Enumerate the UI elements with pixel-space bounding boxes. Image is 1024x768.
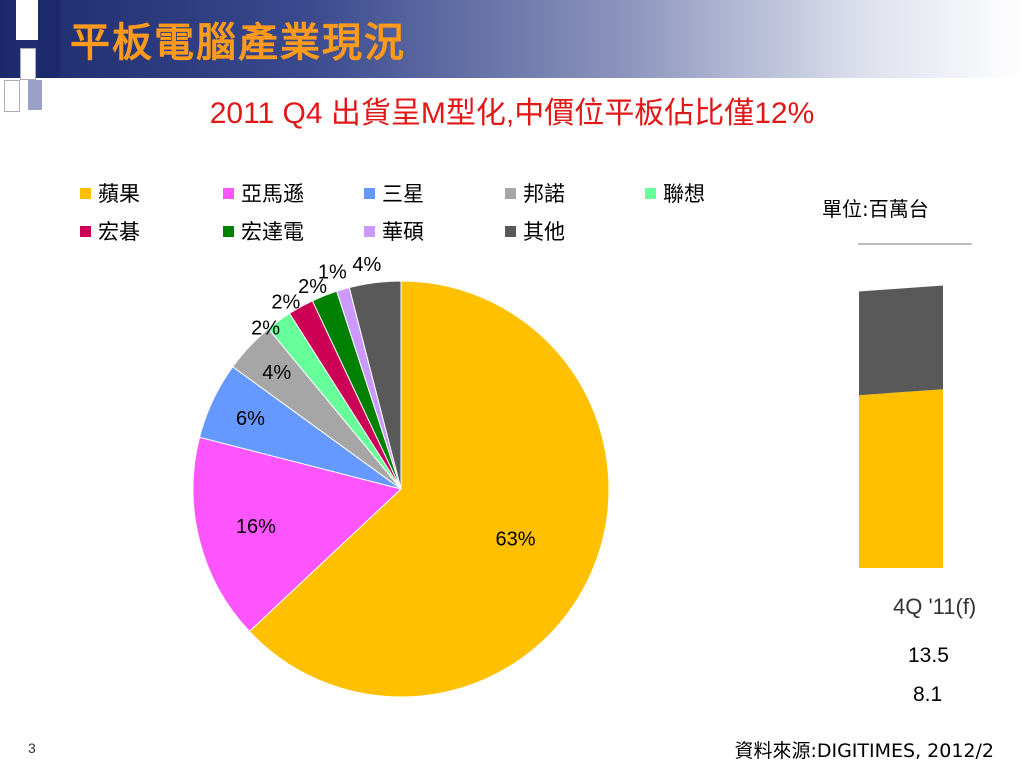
pie-value-label: 16% [236, 516, 276, 538]
title-banner [0, 0, 1024, 78]
pie-slice [248, 280, 610, 698]
source-note: 資料來源:DIGITIMES, 2012/2 [734, 740, 994, 762]
legend-swatch [505, 187, 516, 199]
legend-label: 邦諾 [523, 182, 565, 206]
page-title: 平板電腦產業現況 [70, 20, 406, 66]
legend-item: 亞馬遜 [223, 180, 304, 206]
legend-label: 蘋果 [98, 182, 140, 206]
pie-value-label: 2% [271, 291, 300, 313]
legend-swatch [364, 225, 375, 237]
bar-value-label: 8.1 [913, 683, 943, 706]
pie-value-label: 4% [352, 254, 381, 276]
legend-swatch [364, 187, 375, 199]
legend-label: 宏達電 [241, 220, 304, 244]
legend-item: 其他 [505, 218, 565, 244]
legend-item: 宏達電 [223, 218, 304, 244]
legend-swatch [505, 225, 516, 237]
legend-item: 邦諾 [505, 180, 565, 206]
unit-label: 單位:百萬台 [822, 197, 929, 221]
stacked-bar-chart [858, 243, 972, 568]
pie-chart: 63%16%6%4%2%2%2%1% 4% [192, 254, 610, 698]
bar-segment [859, 285, 943, 396]
legend-swatch [223, 187, 234, 199]
legend-label: 亞馬遜 [241, 182, 304, 206]
page-subtitle: 2011 Q4 出貨呈M型化,中價位平板佔比僅12% [209, 97, 815, 130]
pie-value-label: 6% [236, 408, 265, 430]
legend-item: 三星 [364, 180, 424, 206]
legend-label: 宏碁 [98, 220, 140, 244]
legend-swatch [223, 225, 234, 237]
legend-label: 華碩 [382, 220, 424, 244]
pie-value-label: 2% [251, 317, 280, 339]
legend-swatch [645, 187, 656, 199]
page-number: 3 [28, 740, 36, 756]
legend-swatch [80, 225, 91, 237]
legend-item: 聯想 [645, 180, 705, 206]
pie-value-label: 2% [298, 276, 327, 298]
pie-slice [348, 280, 402, 490]
chart-legend: 蘋果 亞馬遜 三星 邦諾 聯想 宏碁 宏達電 華碩 其他 [80, 180, 760, 250]
pie-value-label: 1% [318, 261, 347, 283]
bar-segment [859, 389, 943, 568]
bar-category-label: 4Q '11(f) [893, 594, 977, 619]
legend-item: 蘋果 [80, 180, 140, 206]
corner-decoration [0, 0, 90, 120]
pie-slice [192, 436, 403, 633]
pie-value-label: 63% [496, 529, 536, 551]
bar-value-label: 13.5 [908, 644, 949, 667]
legend-label: 三星 [382, 182, 424, 206]
legend-item: 宏碁 [80, 218, 140, 244]
legend-label: 聯想 [663, 182, 705, 206]
legend-item: 華碩 [364, 218, 424, 244]
legend-swatch [80, 187, 91, 199]
legend-label: 其他 [523, 220, 565, 244]
pie-value-label: 4% [262, 362, 291, 384]
